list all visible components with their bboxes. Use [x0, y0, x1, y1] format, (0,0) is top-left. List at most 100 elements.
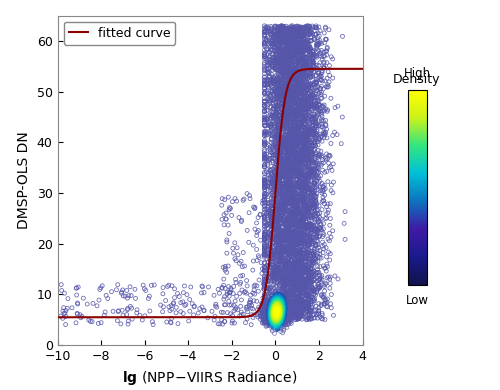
Point: [266, 315, 274, 321]
Point: [269, 302, 277, 308]
Point: [74, 300, 82, 306]
Point: [285, 236, 293, 242]
Point: [282, 305, 290, 311]
Point: [268, 317, 276, 324]
Point: [286, 287, 294, 293]
Point: [272, 317, 280, 323]
Point: [270, 314, 278, 321]
Point: [272, 79, 280, 85]
Point: [260, 235, 268, 241]
Point: [282, 158, 290, 164]
Point: [292, 278, 300, 285]
Point: [266, 311, 274, 317]
Point: [281, 222, 289, 228]
Point: [276, 308, 283, 314]
Point: [300, 198, 308, 204]
Point: [304, 231, 312, 237]
Point: [271, 311, 279, 317]
Point: [272, 314, 280, 321]
Point: [280, 32, 288, 38]
Point: [277, 299, 285, 305]
Point: [282, 157, 290, 163]
Point: [275, 135, 283, 141]
Point: [287, 63, 295, 69]
Point: [270, 310, 278, 317]
Point: [276, 179, 284, 185]
Point: [268, 310, 276, 317]
Point: [264, 320, 272, 326]
Point: [278, 101, 286, 107]
Point: [272, 310, 280, 316]
Point: [304, 39, 312, 45]
Point: [268, 328, 276, 334]
Point: [280, 272, 288, 278]
Point: [296, 50, 304, 56]
Point: [278, 312, 285, 319]
Point: [272, 304, 280, 310]
Point: [302, 256, 310, 262]
Point: [270, 318, 278, 324]
Point: [311, 195, 319, 201]
Point: [268, 233, 276, 239]
Point: [274, 317, 282, 323]
Point: [295, 239, 303, 246]
Point: [290, 197, 298, 203]
Point: [270, 303, 278, 309]
Point: [269, 191, 277, 198]
Point: [268, 262, 276, 268]
Point: [272, 298, 280, 304]
Point: [274, 311, 281, 317]
Point: [284, 180, 292, 186]
Point: [278, 309, 286, 316]
Point: [286, 295, 294, 301]
Point: [270, 315, 278, 321]
Point: [294, 96, 302, 103]
Point: [275, 301, 283, 307]
Point: [302, 46, 310, 52]
Point: [310, 201, 318, 207]
Point: [272, 312, 280, 319]
Point: [294, 171, 302, 177]
Point: [272, 315, 280, 321]
Point: [275, 180, 283, 186]
Point: [273, 67, 281, 73]
Point: [282, 222, 290, 228]
Point: [274, 319, 281, 325]
Point: [296, 248, 304, 255]
Point: [264, 102, 272, 108]
Point: [311, 180, 319, 186]
Point: [276, 59, 284, 66]
Point: [282, 307, 290, 313]
Point: [278, 307, 285, 314]
Point: [300, 187, 308, 193]
Point: [275, 318, 283, 324]
Point: [272, 310, 280, 317]
Point: [310, 126, 318, 133]
Point: [296, 235, 304, 241]
Point: [268, 89, 276, 95]
Point: [294, 87, 302, 94]
Point: [317, 278, 325, 285]
Point: [292, 237, 300, 243]
Point: [283, 304, 291, 310]
Point: [279, 309, 287, 316]
Point: [300, 210, 308, 216]
Point: [278, 310, 286, 316]
Point: [314, 263, 322, 269]
Point: [266, 289, 274, 296]
Point: [294, 310, 302, 316]
Point: [272, 32, 280, 39]
Point: [287, 284, 295, 290]
Point: [304, 204, 312, 210]
Point: [272, 315, 280, 321]
Point: [276, 307, 283, 314]
Point: [307, 74, 315, 80]
Point: [240, 263, 248, 269]
Point: [275, 305, 283, 311]
Point: [282, 105, 290, 111]
Point: [260, 303, 268, 309]
Point: [297, 98, 305, 104]
Point: [301, 262, 309, 268]
Point: [294, 101, 302, 107]
Point: [283, 235, 291, 241]
